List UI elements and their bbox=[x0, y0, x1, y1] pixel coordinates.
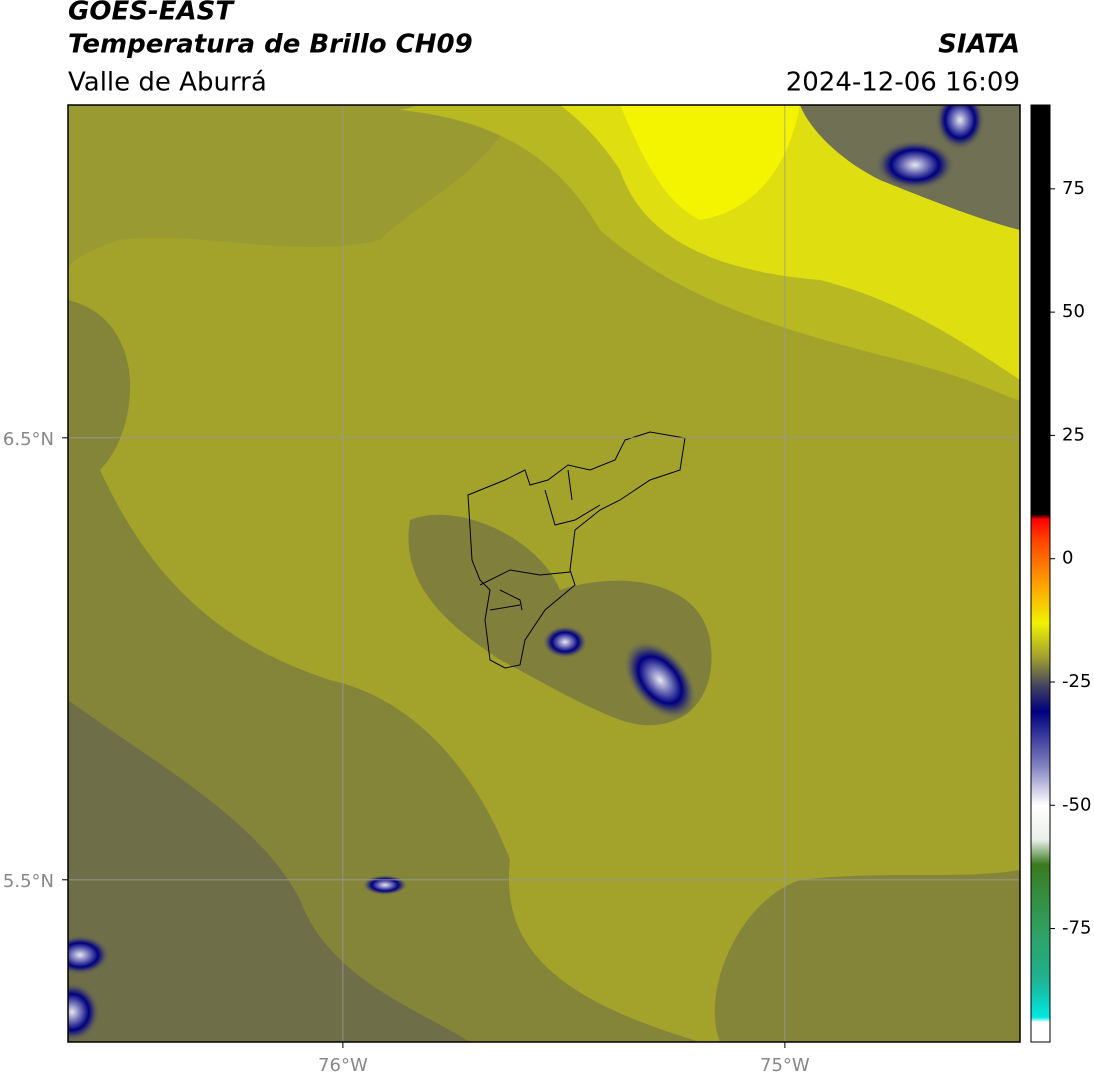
colorbar-tick-label: 25 bbox=[1062, 424, 1085, 445]
colorbar-tick-label: 0 bbox=[1062, 548, 1073, 569]
x-tick-label: 75°W bbox=[760, 1055, 810, 1076]
y-tick-label: 6.5°N bbox=[3, 429, 54, 450]
title: GOES-EAST bbox=[68, 0, 235, 27]
colorbar-tick-label: -75 bbox=[1062, 918, 1091, 939]
region: Valle de Aburrá bbox=[68, 68, 267, 98]
grid bbox=[68, 105, 1020, 1042]
colorbar-tick-label: -25 bbox=[1062, 671, 1091, 692]
timestamp: 2024-12-06 16:09 bbox=[786, 68, 1020, 98]
y-tick-label: 5.5°N bbox=[3, 871, 54, 892]
subtitle: Temperatura de Brillo CH09 bbox=[68, 30, 473, 60]
map-frame bbox=[67, 104, 1021, 1043]
colorbar bbox=[1030, 104, 1051, 1043]
colorbar-tick-label: 75 bbox=[1062, 178, 1085, 199]
colorbar-tick-label: -50 bbox=[1062, 794, 1091, 815]
colorbar-tick-label: 50 bbox=[1062, 301, 1085, 322]
municipal-boundaries bbox=[467, 431, 686, 669]
source: SIATA bbox=[938, 30, 1020, 60]
x-tick-label: 76°W bbox=[318, 1055, 368, 1076]
satellite-field bbox=[68, 105, 1020, 1042]
